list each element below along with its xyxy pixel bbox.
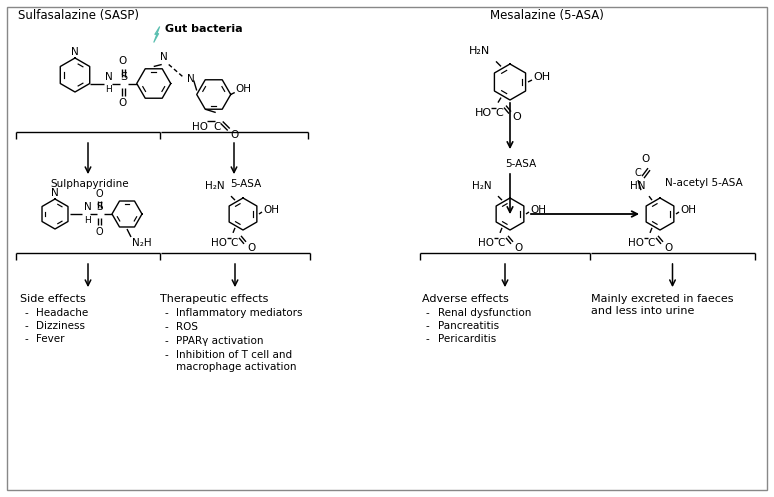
Text: Headache: Headache: [36, 308, 88, 318]
Text: O: O: [642, 154, 650, 164]
Text: -: -: [426, 321, 430, 331]
Text: Fever: Fever: [36, 334, 64, 344]
Text: H₂N: H₂N: [472, 181, 491, 191]
Text: OH: OH: [263, 205, 279, 215]
Text: O: O: [512, 112, 521, 122]
Text: S: S: [97, 202, 103, 212]
Text: H₂N: H₂N: [468, 46, 490, 57]
Text: N: N: [84, 202, 92, 212]
Text: Sulfasalazine (SASP): Sulfasalazine (SASP): [18, 9, 139, 22]
Text: Renal dysfunction: Renal dysfunction: [438, 308, 532, 318]
Text: C: C: [635, 168, 642, 178]
Text: Pericarditis: Pericarditis: [438, 334, 496, 344]
Text: HO: HO: [211, 238, 227, 248]
Text: O: O: [514, 243, 522, 253]
Text: O: O: [95, 227, 103, 237]
Text: HO: HO: [628, 238, 644, 248]
Text: Pancreatitis: Pancreatitis: [438, 321, 499, 331]
Text: N₂H: N₂H: [132, 238, 152, 248]
Text: 5-ASA: 5-ASA: [230, 179, 262, 189]
Text: -: -: [164, 322, 168, 332]
Text: O: O: [95, 189, 103, 199]
Text: O: O: [118, 57, 127, 67]
Text: Adverse effects: Adverse effects: [422, 294, 509, 304]
Text: N: N: [104, 72, 112, 82]
Text: -: -: [164, 336, 168, 346]
Text: Dizziness: Dizziness: [36, 321, 85, 331]
Text: Therapeutic effects: Therapeutic effects: [160, 294, 269, 304]
Text: -: -: [24, 308, 28, 318]
Text: H: H: [104, 85, 111, 94]
Text: PPARγ activation: PPARγ activation: [176, 336, 263, 346]
Text: O: O: [231, 131, 239, 141]
Text: Gut bacteria: Gut bacteria: [165, 24, 242, 34]
Text: HN: HN: [630, 181, 646, 191]
Text: -: -: [24, 334, 28, 344]
Text: Sulphapyridine: Sulphapyridine: [50, 179, 128, 189]
Text: O: O: [664, 243, 673, 253]
Text: O: O: [118, 97, 127, 107]
Text: N-acetyl 5-ASA: N-acetyl 5-ASA: [665, 178, 743, 188]
Text: C: C: [213, 122, 221, 133]
Text: N: N: [160, 52, 168, 62]
Text: Mainly excreted in faeces
and less into urine: Mainly excreted in faeces and less into …: [591, 294, 734, 316]
Text: HO: HO: [474, 107, 491, 118]
Text: H: H: [84, 216, 91, 225]
Text: OH: OH: [530, 205, 546, 215]
Text: C: C: [231, 238, 238, 248]
Text: C: C: [647, 238, 655, 248]
Text: -: -: [164, 350, 168, 360]
Text: -: -: [164, 308, 168, 318]
Text: Side effects: Side effects: [20, 294, 86, 304]
Text: Inhibition of T cell and
macrophage activation: Inhibition of T cell and macrophage acti…: [176, 350, 296, 372]
Text: 5-ASA: 5-ASA: [505, 159, 536, 169]
Text: N: N: [187, 74, 194, 83]
Text: N: N: [51, 188, 59, 198]
Text: -: -: [426, 334, 430, 344]
Text: ROS: ROS: [176, 322, 198, 332]
Text: H₂N: H₂N: [205, 181, 224, 191]
Text: O: O: [247, 243, 255, 253]
Text: Inflammatory mediators: Inflammatory mediators: [176, 308, 303, 318]
Text: -: -: [24, 321, 28, 331]
Text: OH: OH: [236, 84, 252, 94]
Text: OH: OH: [680, 205, 696, 215]
Text: HO: HO: [478, 238, 494, 248]
Text: C: C: [498, 238, 505, 248]
Text: S: S: [120, 72, 127, 82]
Text: C: C: [495, 107, 503, 118]
Text: -: -: [426, 308, 430, 318]
Polygon shape: [154, 26, 159, 43]
Text: HO: HO: [192, 122, 207, 133]
Text: Mesalazine (5-ASA): Mesalazine (5-ASA): [490, 9, 604, 22]
Text: N: N: [71, 47, 79, 57]
Text: OH: OH: [533, 72, 550, 82]
